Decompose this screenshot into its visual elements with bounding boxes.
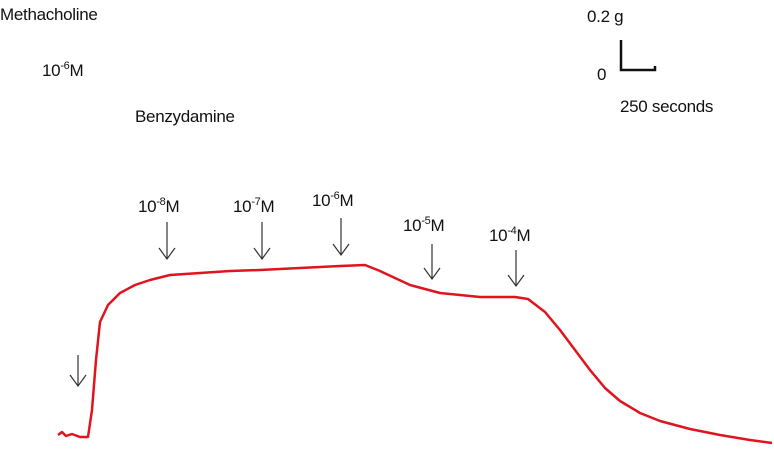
dose-exp: -6 [60,60,69,72]
dose-exp: -8 [156,196,165,208]
dose-exp: -6 [330,190,339,202]
agonist-dose: 10-6M [42,60,83,80]
dose-label: 10-8M [138,196,179,216]
dose-exp: -5 [421,215,430,227]
arrow [507,250,525,288]
scale-bar [619,40,657,72]
dose-exp: -4 [507,225,516,237]
dose-base: 10 [489,226,507,245]
dose-label: 10-5M [403,215,444,235]
dose-unit: M [431,216,445,235]
agonist-name: Methacholine [0,5,98,24]
arrows [69,218,525,388]
arrow [332,218,350,257]
dose-base: 10 [138,197,156,216]
dose-unit: M [517,226,531,245]
dose-label: 10-6M [312,190,353,210]
dose-label: 10-7M [233,196,274,216]
drug-name: Benzydamine [135,107,235,126]
arrow [69,355,87,388]
arrow [158,222,176,261]
scale-time: 250 seconds [620,97,713,116]
arrow [423,244,441,281]
arrow [253,222,271,261]
dose-unit: M [261,197,275,216]
dose-base: 10 [233,197,251,216]
dose-label: 10-4M [489,225,530,245]
tension-trace [57,263,773,445]
dose-unit: M [340,191,354,210]
scale-force: 0.2 g [587,7,623,26]
dose-unit: M [166,197,180,216]
scale-zero: 0 [597,65,606,84]
dose-base: 10 [42,61,60,80]
dose-exp: -7 [251,196,260,208]
dose-unit: M [70,61,84,80]
dose-base: 10 [312,191,330,210]
dose-base: 10 [403,216,421,235]
